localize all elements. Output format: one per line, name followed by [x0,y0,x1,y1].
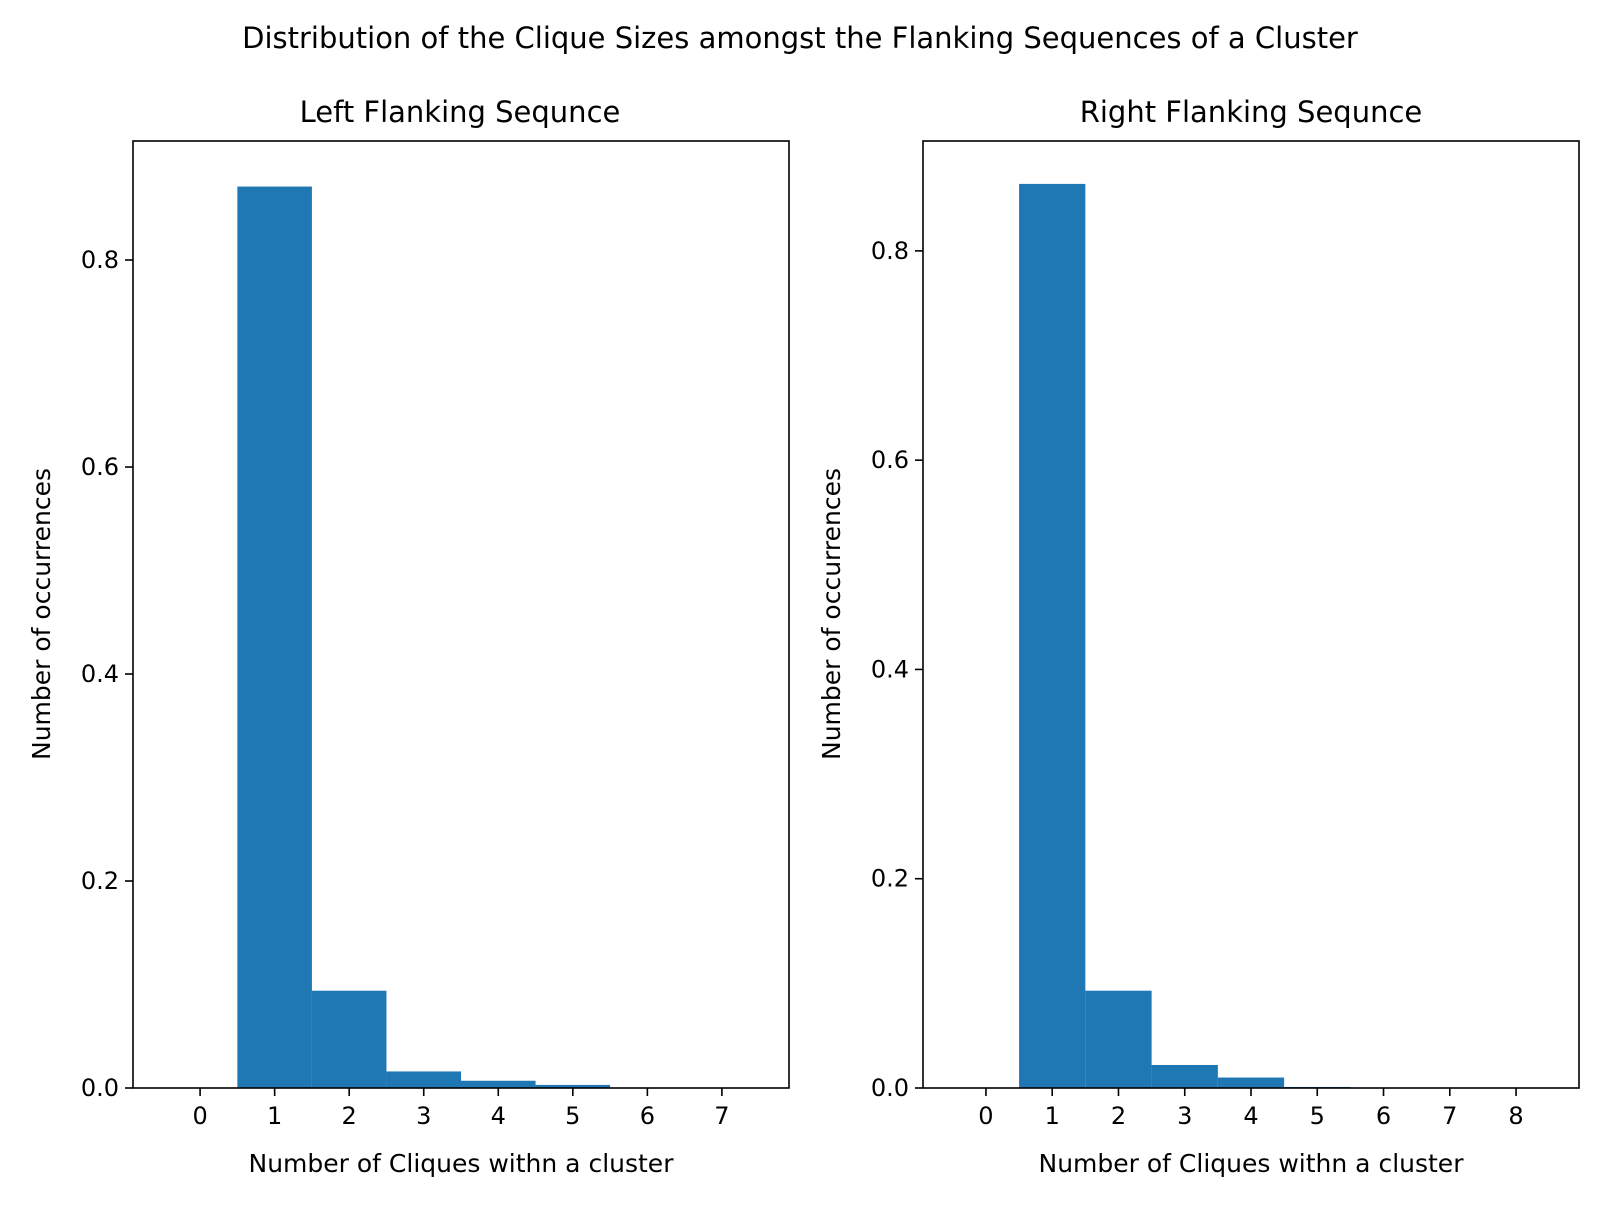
left-y-ticks: 0.0 0.2 0.4 0.6 0.8 [81,246,133,1102]
right-bar-4 [1217,1077,1285,1088]
left-bar-3 [386,1071,461,1088]
left-x-tick-label: 7 [714,1102,729,1130]
right-bar-1 [1019,183,1086,1088]
right-bar-3 [1151,1064,1218,1088]
left-y-tick-label: 0.6 [81,453,119,481]
left-x-tick-label: 0 [192,1102,207,1130]
left-x-tick-label: 1 [267,1102,282,1130]
right-x-axis-label: Number of Cliques withn a cluster [1039,1149,1465,1178]
right-y-tick-label: 0.8 [871,237,909,265]
left-panel-title: Left Flanking Sequnce [300,95,621,129]
right-x-tick-label: 2 [1111,1102,1126,1130]
right-x-tick-label: 0 [978,1102,993,1130]
right-x-tick-label: 8 [1508,1102,1523,1130]
left-x-axis-label: Number of Cliques withn a cluster [249,1149,675,1178]
right-y-axis-label: Number of occurrences [817,468,846,760]
left-x-tick-label: 4 [491,1102,506,1130]
left-x-tick-label: 6 [640,1102,655,1130]
left-bar-2 [311,990,387,1088]
right-y-tick-label: 0.6 [871,446,909,474]
left-x-tick-label: 2 [342,1102,357,1130]
figure-suptitle: Distribution of the Clique Sizes amongst… [242,21,1358,55]
right-y-tick-label: 0.2 [871,865,909,893]
left-bar-5 [535,1084,611,1088]
right-x-tick-label: 4 [1243,1102,1258,1130]
right-x-tick-label: 5 [1310,1102,1325,1130]
left-bar-4 [461,1080,536,1088]
left-plot-frame [132,140,790,1089]
left-panel: Left Flanking Sequnce 0 1 2 3 4 5 6 7 0.0 0.2 0.4… [27,95,790,1178]
right-x-tick-label: 3 [1177,1102,1192,1130]
right-y-tick-label: 0.4 [871,655,909,683]
right-x-ticks: 0 1 2 3 4 5 6 7 8 [978,1088,1524,1130]
left-y-tick-label: 0.4 [81,660,119,688]
left-y-axis-label: Number of occurrences [27,468,56,760]
right-y-ticks: 0.0 0.2 0.4 0.6 0.8 [871,237,923,1102]
right-x-tick-label: 6 [1376,1102,1391,1130]
left-x-tick-label: 3 [416,1102,431,1130]
left-x-ticks: 0 1 2 3 4 5 6 7 [192,1088,730,1130]
left-bars [237,186,611,1088]
left-y-tick-label: 0.0 [81,1074,119,1102]
left-bar-1 [237,186,312,1088]
right-bars [1019,183,1351,1088]
left-y-tick-label: 0.8 [81,246,119,274]
left-x-tick-label: 5 [565,1102,580,1130]
right-y-tick-label: 0.0 [871,1074,909,1102]
right-bar-2 [1085,990,1152,1088]
right-x-tick-label: 1 [1045,1102,1060,1130]
right-x-tick-label: 7 [1442,1102,1457,1130]
right-panel-title: Right Flanking Sequnce [1080,95,1423,129]
left-y-tick-label: 0.2 [81,867,119,895]
